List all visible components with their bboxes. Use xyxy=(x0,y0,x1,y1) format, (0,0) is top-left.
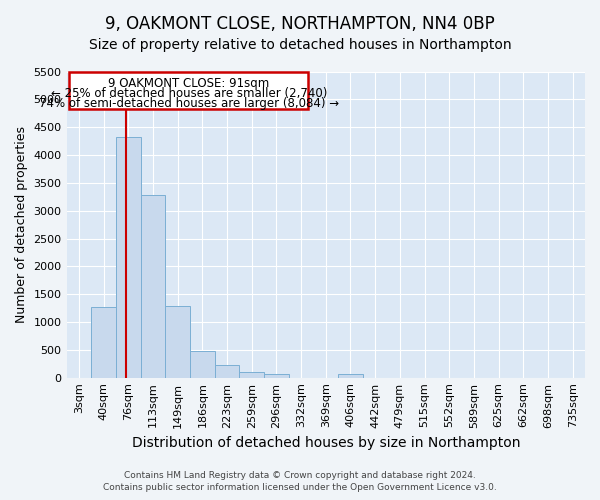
Bar xyxy=(91,307,116,378)
FancyBboxPatch shape xyxy=(69,72,308,110)
Bar xyxy=(338,374,363,378)
Text: Size of property relative to detached houses in Northampton: Size of property relative to detached ho… xyxy=(89,38,511,52)
X-axis label: Distribution of detached houses by size in Northampton: Distribution of detached houses by size … xyxy=(131,436,520,450)
Text: Contains HM Land Registry data © Crown copyright and database right 2024.
Contai: Contains HM Land Registry data © Crown c… xyxy=(103,471,497,492)
Bar xyxy=(239,372,264,378)
Text: 74% of semi-detached houses are larger (8,084) →: 74% of semi-detached houses are larger (… xyxy=(38,96,339,110)
Y-axis label: Number of detached properties: Number of detached properties xyxy=(15,126,28,323)
Bar xyxy=(140,194,165,378)
Bar xyxy=(215,365,239,378)
Bar xyxy=(264,374,289,378)
Bar xyxy=(190,351,215,378)
Text: ← 25% of detached houses are smaller (2,740): ← 25% of detached houses are smaller (2,… xyxy=(50,87,327,100)
Text: 9, OAKMONT CLOSE, NORTHAMPTON, NN4 0BP: 9, OAKMONT CLOSE, NORTHAMPTON, NN4 0BP xyxy=(105,15,495,33)
Text: 9 OAKMONT CLOSE: 91sqm: 9 OAKMONT CLOSE: 91sqm xyxy=(108,77,269,90)
Bar xyxy=(165,306,190,378)
Bar xyxy=(116,136,140,378)
